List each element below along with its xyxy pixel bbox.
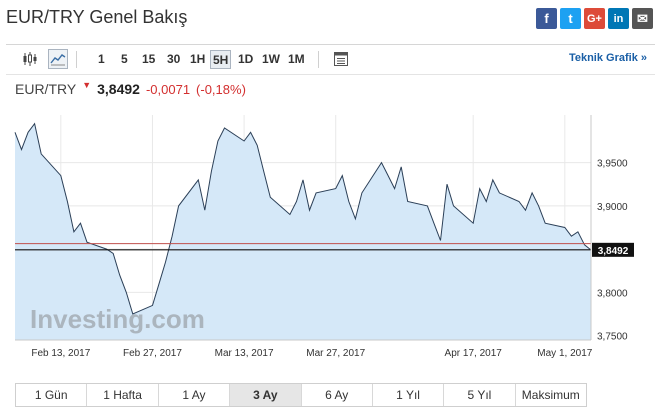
interval-1h[interactable]: 1H [190, 52, 206, 66]
price-chart[interactable]: Investing.com3,95003,90003,85003,80003,7… [0, 100, 661, 375]
y-tick-label: 3,9500 [597, 159, 628, 170]
google-plus-share-button[interactable]: G+ [584, 8, 605, 29]
last-price-badge [592, 242, 634, 257]
range-1-month[interactable]: 1 Ay [159, 384, 231, 406]
quote-summary: EUR/TRY ▼ 3,8492 -0,0071 (-0,18%) [15, 80, 246, 97]
x-tick-label: Mar 13, 2017 [215, 348, 274, 359]
range-1-year[interactable]: 1 Yıl [373, 384, 445, 406]
interval-15[interactable]: 15 [142, 52, 156, 66]
interval-1m[interactable]: 1M [288, 52, 305, 66]
range-1-week[interactable]: 1 Hafta [87, 384, 159, 406]
x-tick-label: Apr 17, 2017 [445, 348, 503, 359]
y-tick-label: 3,9000 [597, 202, 628, 213]
chart-toolbar: 1 5 15 30 1H 5H 1D 1W 1M Teknik Grafik » [6, 44, 655, 75]
candlestick-chart-icon[interactable] [20, 49, 40, 69]
time-range-selector: 1 Gün 1 Hafta 1 Ay 3 Ay 6 Ay 1 Yıl 5 Yıl… [15, 383, 587, 407]
last-price-badge-label: 3,8492 [598, 246, 629, 257]
twitter-share-button[interactable]: t [560, 8, 581, 29]
email-share-button[interactable]: ✉ [632, 8, 653, 29]
range-5-years[interactable]: 5 Yıl [444, 384, 516, 406]
range-3-months[interactable]: 3 Ay [230, 384, 302, 406]
interval-1[interactable]: 1 [98, 52, 105, 66]
range-max[interactable]: Maksimum [521, 388, 580, 402]
range-1-day[interactable]: 1 Gün [16, 384, 88, 406]
facebook-share-button[interactable]: f [536, 8, 557, 29]
share-bar: f t G+ in ✉ [536, 8, 653, 29]
toolbar-divider [76, 51, 77, 68]
interval-1d[interactable]: 1D [238, 52, 254, 66]
investing-watermark-logo: Investing.com [30, 304, 205, 334]
table-view-icon[interactable] [331, 49, 351, 69]
price-area [15, 123, 591, 340]
interval-5[interactable]: 5 [121, 52, 128, 66]
linkedin-share-button[interactable]: in [608, 8, 629, 29]
last-price: 3,8492 [97, 81, 140, 97]
area-chart-icon[interactable] [48, 49, 68, 69]
instrument-name: EUR/TRY [15, 81, 77, 97]
interval-5h[interactable]: 5H [210, 50, 232, 69]
price-change: -0,0071 [145, 82, 191, 97]
range-6-months[interactable]: 6 Ay [302, 384, 373, 406]
x-tick-label: May 1, 2017 [537, 348, 592, 359]
toolbar-divider [318, 51, 319, 68]
y-tick-label: 3,8000 [597, 288, 628, 299]
x-tick-label: Feb 27, 2017 [123, 348, 182, 359]
interval-30[interactable]: 30 [167, 52, 181, 66]
x-tick-label: Mar 27, 2017 [306, 348, 365, 359]
page-title: EUR/TRY Genel Bakış [6, 7, 188, 27]
y-tick-label: 3,7500 [597, 332, 628, 343]
price-change-percent: (-0,18%) [196, 82, 246, 97]
price-line [14, 122, 592, 315]
down-arrow-icon: ▼ [82, 80, 92, 90]
interval-1w[interactable]: 1W [262, 52, 280, 66]
x-tick-label: Feb 13, 2017 [31, 348, 90, 359]
technical-chart-link[interactable]: Teknik Grafik » [568, 52, 647, 64]
